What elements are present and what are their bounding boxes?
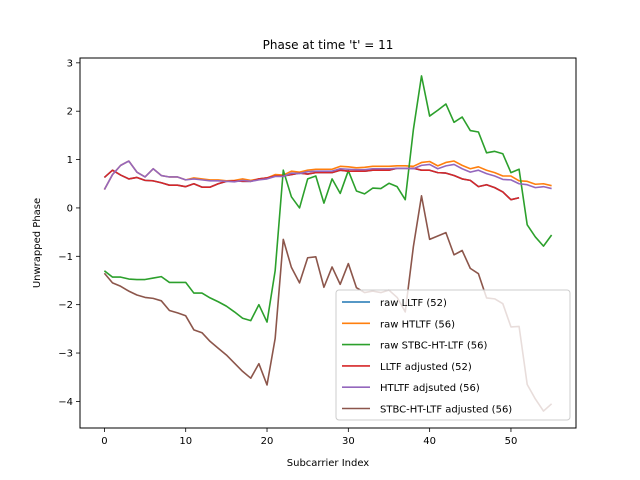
x-tick-label: 10 bbox=[179, 436, 192, 447]
legend-entry: LLTF adjusted (52) bbox=[342, 362, 472, 373]
legend-label: HTLTF adjsuted (56) bbox=[380, 383, 480, 394]
series-line-4 bbox=[103, 160, 552, 190]
y-axis-ticks: 3 2 1 0 −1 −2 −3 −4 bbox=[58, 58, 80, 408]
series-line-5 bbox=[103, 195, 553, 412]
legend-entry: raw LLTF (52) bbox=[342, 298, 447, 309]
x-tick-label: 0 bbox=[101, 436, 107, 447]
legend-entry: raw STBC-HT-LTF (56) bbox=[342, 341, 488, 352]
y-tick-label: −4 bbox=[58, 397, 73, 408]
legend-label: STBC-HT-LTF adjusted (56) bbox=[380, 405, 512, 416]
legend-entry: HTLTF adjsuted (56) bbox=[342, 383, 480, 394]
legend-entry: raw HTLTF (56) bbox=[342, 319, 455, 330]
legend-label: raw STBC-HT-LTF (56) bbox=[380, 341, 488, 352]
legend-label: LLTF adjusted (52) bbox=[380, 362, 472, 373]
y-tick-label: −2 bbox=[58, 300, 73, 311]
x-tick-label: 50 bbox=[505, 436, 518, 447]
y-tick-label: 3 bbox=[67, 58, 73, 69]
x-tick-label: 40 bbox=[423, 436, 436, 447]
legend-box bbox=[335, 289, 571, 421]
x-tick-label: 30 bbox=[342, 436, 355, 447]
x-tick-label: 20 bbox=[261, 436, 274, 447]
plot-area bbox=[103, 75, 553, 412]
y-axis-label: Unwrapped Phase bbox=[32, 198, 43, 288]
legend-label: raw HTLTF (56) bbox=[380, 319, 455, 330]
x-axis-ticks: 0 10 20 30 40 50 bbox=[101, 428, 517, 447]
legend-entry: STBC-HT-LTF adjusted (56) bbox=[342, 405, 512, 416]
chart-title: Phase at time 't' = 11 bbox=[263, 38, 394, 52]
y-tick-label: 2 bbox=[67, 107, 73, 118]
legend-label: raw LLTF (52) bbox=[380, 298, 447, 309]
series-line-3 bbox=[103, 167, 520, 201]
y-tick-label: 0 bbox=[67, 203, 73, 214]
legend: raw LLTF (52) raw HTLTF (56) raw STBC-HT-L… bbox=[335, 289, 571, 421]
y-tick-label: −3 bbox=[58, 349, 73, 360]
plot-frame bbox=[79, 57, 577, 429]
y-tick-label: 1 bbox=[67, 155, 73, 166]
y-tick-label: −1 bbox=[58, 252, 73, 263]
x-axis-label: Subcarrier Index bbox=[287, 458, 370, 469]
series-line-2 bbox=[103, 75, 553, 323]
